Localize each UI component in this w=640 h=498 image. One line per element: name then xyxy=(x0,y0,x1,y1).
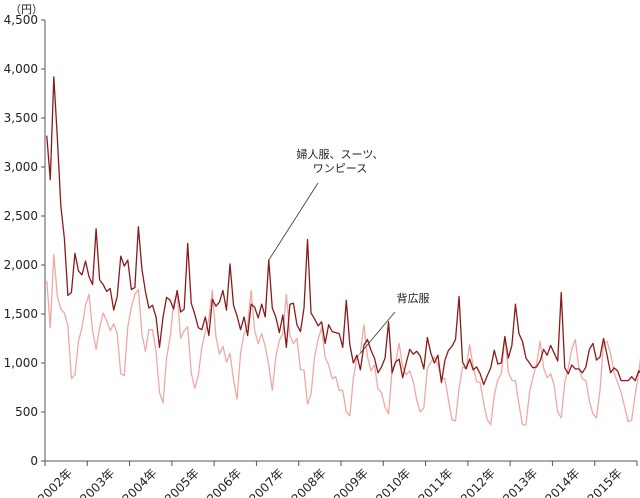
series-annotation-label: 婦人服、スーツ、 xyxy=(297,147,384,161)
y-tick-label: 1,500 xyxy=(4,307,38,321)
x-tick-label: 2009年 xyxy=(331,466,371,498)
y-tick-label: 4,000 xyxy=(4,62,38,76)
x-tick-label: 2003年 xyxy=(77,466,117,498)
x-tick-label: 2012年 xyxy=(458,466,498,498)
y-tick-label: 3,000 xyxy=(4,160,38,174)
series-layer xyxy=(46,76,640,426)
y-tick-label: 0 xyxy=(30,454,38,468)
y-tick-label: 1,000 xyxy=(4,356,38,370)
y-unit-label: （円） xyxy=(10,3,43,16)
x-tick-label: 2007年 xyxy=(246,466,286,498)
x-tick-label: 2005年 xyxy=(162,466,202,498)
series-line-sebirofuku xyxy=(46,253,640,426)
series-annotation-label: ワンピース xyxy=(313,162,367,175)
y-tick-label: 2,000 xyxy=(4,258,38,272)
x-tick-label: 2014年 xyxy=(542,466,582,498)
y-axis: 0 500 1,000 1,500 2,000 2,500 3,000 3,500 4,000 4… xyxy=(4,3,46,468)
y-tick-label: 500 xyxy=(15,405,38,419)
x-tick-label: 2006年 xyxy=(204,466,244,498)
y-tick-label: 2,500 xyxy=(4,209,38,223)
x-tick-label: 2008年 xyxy=(289,466,329,498)
x-tick-label: 2011年 xyxy=(416,466,456,498)
x-tick-label: 2004年 xyxy=(120,466,160,498)
series-annotation-label: 背広服 xyxy=(397,291,430,305)
annotation-leader-line xyxy=(360,311,396,354)
x-tick-label: 2002年 xyxy=(35,466,75,498)
x-axis: 2002年 2003年 2004年 2005年 2006年 2007年 2008年 2009年… xyxy=(35,460,638,498)
y-tick-label: 3,500 xyxy=(4,111,38,125)
annotation-leader-line xyxy=(268,182,319,261)
x-tick-label: 2015年 xyxy=(585,466,625,498)
x-tick-label: 2010年 xyxy=(373,466,413,498)
y-tick-label: 4,500 xyxy=(4,13,38,27)
series-line-fujinfuku xyxy=(46,76,640,386)
x-tick-label: 2013年 xyxy=(500,466,540,498)
